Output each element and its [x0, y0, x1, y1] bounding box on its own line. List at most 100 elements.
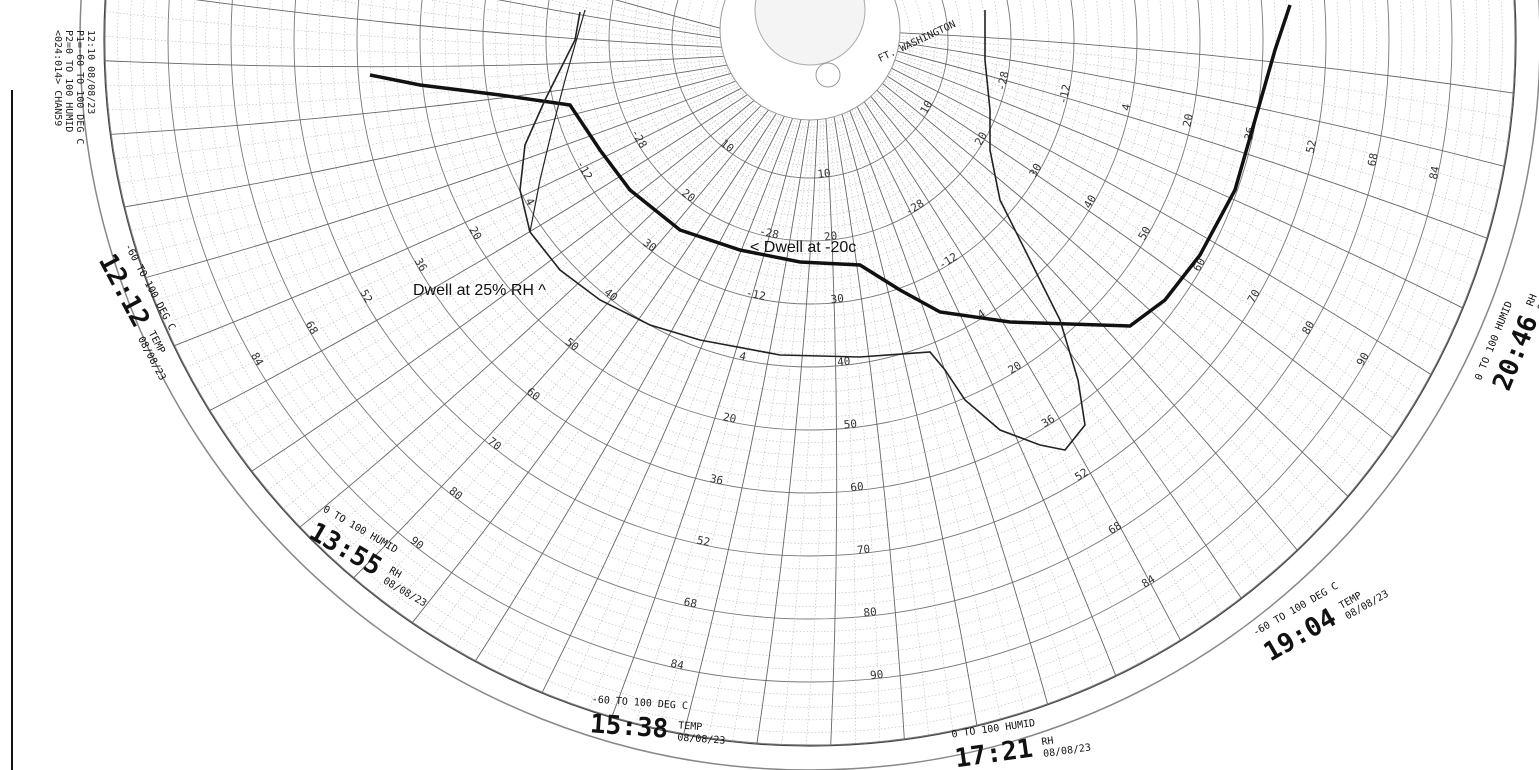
time-line	[870, 83, 1298, 551]
time-line	[881, 60, 1443, 353]
time-line	[884, 34, 1511, 118]
scale-label: 40	[1081, 193, 1099, 211]
scale-label: 84	[1139, 572, 1157, 590]
header-line: P2=0 TO 100 HUMID	[63, 30, 74, 132]
temperature-trace	[369, 4, 1292, 328]
time-line	[105, 55, 737, 68]
time-line	[871, 81, 1315, 533]
time-line	[317, 101, 769, 545]
time-line	[237, 93, 759, 452]
scale-label: 50	[1136, 224, 1154, 242]
scale-label: -12	[745, 286, 767, 303]
annotation: < Dwell at -20c	[750, 239, 856, 256]
ring	[369, 0, 1251, 481]
time-line	[884, 47, 1487, 239]
scale-label: 70	[1245, 287, 1263, 305]
ring	[293, 0, 1327, 557]
ring	[545, 0, 1075, 305]
scale-label: 80	[1299, 319, 1317, 337]
time-line	[882, 57, 1453, 331]
time-line	[432, 109, 783, 637]
time-line	[251, 95, 761, 472]
time-line	[283, 98, 765, 510]
scale-label: 4	[738, 349, 748, 363]
scale-label: 36	[412, 256, 430, 274]
time-line	[115, 65, 740, 159]
time-line	[267, 97, 762, 491]
time-line	[861, 93, 1202, 627]
ring	[419, 0, 1201, 431]
time-line	[857, 97, 1160, 653]
time-line	[847, 104, 1048, 704]
time-line	[659, 114, 808, 729]
time-line	[805, 113, 826, 746]
time-line	[884, 39, 1504, 167]
scale-label: 68	[683, 595, 699, 610]
scale-label: 36	[1039, 412, 1057, 430]
scale-label: -28	[995, 70, 1012, 92]
ring	[104, 0, 1516, 746]
scale-label: 40	[837, 355, 852, 369]
scale-label: 84	[1427, 165, 1443, 181]
time-line	[541, 113, 795, 693]
scale-label: 52	[357, 287, 375, 305]
type: RH	[1525, 293, 1539, 308]
scale-label: 68	[303, 319, 321, 337]
ring	[482, 0, 1138, 368]
ring	[621, 0, 999, 229]
time-line	[475, 111, 788, 661]
time-line	[840, 108, 978, 726]
ring	[709, 0, 911, 141]
ring	[129, 0, 1491, 721]
time-line	[855, 98, 1138, 665]
time-line	[827, 112, 856, 744]
time-line	[832, 111, 905, 739]
scale-label: 20	[466, 224, 484, 242]
ring	[381, 0, 1239, 469]
scale-label: 60	[524, 385, 542, 403]
time-line	[335, 103, 771, 562]
ring	[495, 0, 1125, 355]
time-line	[884, 50, 1480, 262]
time-line	[849, 103, 1071, 696]
time-line	[868, 85, 1280, 567]
time-line	[853, 100, 1116, 676]
time-line	[707, 114, 813, 738]
scale-label: 30	[640, 236, 658, 254]
ring	[205, 0, 1415, 645]
annotation: Dwell at 25% RH ^	[413, 282, 546, 299]
scale-label: 20	[1180, 113, 1195, 129]
scale-label: 80	[446, 484, 464, 502]
scale-label: 4	[1119, 102, 1133, 112]
time-line	[880, 65, 1419, 397]
time-line	[830, 112, 881, 742]
time-line	[108, 60, 738, 111]
chart-boundary	[103, 0, 1517, 747]
ring	[570, 0, 1050, 280]
scale-label: 70	[856, 543, 871, 557]
scale-label: 68	[1106, 519, 1124, 537]
time-line	[851, 102, 1094, 686]
time-line	[372, 106, 776, 594]
time-line	[131, 72, 743, 231]
ring	[344, 0, 1276, 506]
time-line	[867, 88, 1261, 583]
ring	[331, 0, 1289, 519]
time-line	[106, 57, 738, 86]
time-line	[877, 72, 1379, 458]
ring	[155, 0, 1465, 695]
hub	[754, 0, 866, 66]
time-line	[111, 62, 739, 135]
ring	[180, 0, 1440, 670]
scale-label: 36	[709, 472, 725, 487]
hub-hole	[815, 62, 841, 88]
ring	[558, 0, 1062, 292]
scale-label: 84	[248, 350, 266, 368]
date: 08/08/23	[677, 732, 726, 746]
time-line	[124, 70, 742, 208]
time-line	[756, 114, 819, 744]
scale-label: 20	[972, 130, 990, 148]
ring	[608, 0, 1012, 242]
time-line	[732, 114, 816, 741]
time-line	[453, 110, 785, 649]
